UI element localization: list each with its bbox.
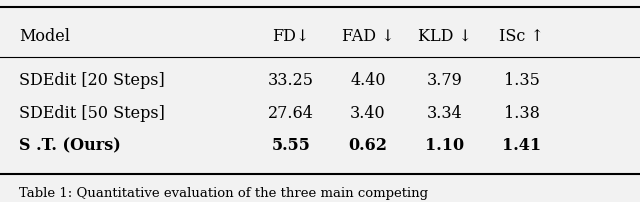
- Text: SDEdit [20 Steps]: SDEdit [20 Steps]: [19, 72, 165, 89]
- Text: 3.34: 3.34: [427, 105, 463, 122]
- Text: 0.62: 0.62: [349, 137, 387, 154]
- Text: 1.38: 1.38: [504, 105, 540, 122]
- Text: FD↓: FD↓: [273, 28, 310, 45]
- Text: 27.64: 27.64: [268, 105, 314, 122]
- Text: 1.10: 1.10: [425, 137, 465, 154]
- Text: ISc ↑: ISc ↑: [499, 28, 544, 45]
- Text: 5.55: 5.55: [272, 137, 310, 154]
- Text: Table 1: Quantitative evaluation of the three main competing: Table 1: Quantitative evaluation of the …: [19, 187, 428, 200]
- Text: S .T. (Ours): S .T. (Ours): [19, 137, 121, 154]
- Text: 3.40: 3.40: [350, 105, 386, 122]
- Text: 3.79: 3.79: [427, 72, 463, 89]
- Text: KLD ↓: KLD ↓: [418, 28, 472, 45]
- Text: 33.25: 33.25: [268, 72, 314, 89]
- Text: SDEdit [50 Steps]: SDEdit [50 Steps]: [19, 105, 165, 122]
- Text: 1.41: 1.41: [502, 137, 541, 154]
- Text: FAD ↓: FAD ↓: [342, 28, 394, 45]
- Text: 4.40: 4.40: [350, 72, 386, 89]
- Text: 1.35: 1.35: [504, 72, 540, 89]
- Text: Model: Model: [19, 28, 70, 45]
